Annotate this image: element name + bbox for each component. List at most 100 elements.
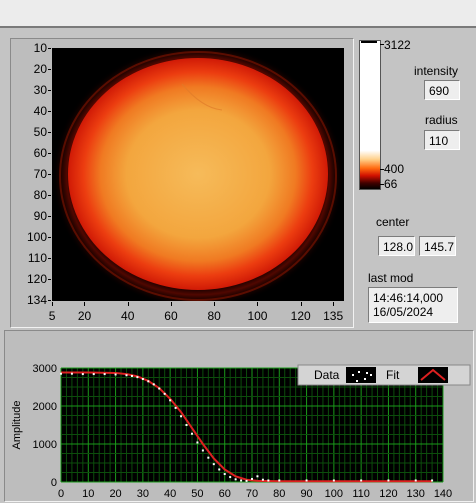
image-x-tick-label: 60 bbox=[164, 309, 178, 323]
data-point bbox=[163, 392, 166, 395]
x-tick-label: 10 bbox=[82, 488, 94, 500]
data-point bbox=[414, 479, 417, 482]
front-panel: 3122 400 66 intensity 690 radius 110 cen… bbox=[0, 28, 476, 503]
data-point bbox=[130, 374, 133, 377]
data-point bbox=[251, 477, 253, 480]
radius-indicator: 110 bbox=[424, 130, 460, 150]
data-point bbox=[125, 374, 128, 377]
last-mod-time: 14:46:14,000 bbox=[373, 291, 444, 305]
image-y-tick-label: 70 bbox=[33, 167, 47, 181]
intensity-indicator: 690 bbox=[424, 80, 460, 100]
outer-ring bbox=[59, 51, 337, 301]
colorbar-tick-mid bbox=[380, 169, 384, 170]
data-point bbox=[207, 456, 210, 459]
image-y-tick-mark bbox=[48, 174, 51, 175]
x-tick-label: 100 bbox=[325, 488, 343, 500]
image-y-tick-label: 90 bbox=[33, 209, 47, 223]
legend-label-fit: Fit bbox=[386, 368, 400, 382]
legend-swatch-point bbox=[364, 378, 366, 380]
x-tick-label: 110 bbox=[352, 488, 370, 500]
image-y-tick-mark bbox=[48, 216, 51, 217]
legend-swatch-fit bbox=[418, 367, 448, 383]
x-tick-label: 60 bbox=[219, 488, 231, 500]
window-title-bar bbox=[0, 0, 476, 26]
intensity-label: intensity bbox=[414, 64, 459, 78]
image-y-tick-mark bbox=[48, 111, 51, 112]
data-point bbox=[223, 473, 226, 476]
data-point bbox=[360, 479, 363, 482]
data-point bbox=[332, 479, 335, 482]
x-tick-label: 120 bbox=[379, 488, 397, 500]
image-y-tick-mark bbox=[48, 90, 51, 91]
legend-swatch-fit-line bbox=[420, 368, 446, 381]
data-point bbox=[60, 372, 62, 375]
colorbar-max-label: 3122 bbox=[384, 38, 411, 52]
data-point bbox=[92, 373, 95, 376]
intensity-image[interactable] bbox=[52, 48, 344, 301]
image-y-tick-mark bbox=[48, 153, 51, 154]
legend-swatch-point bbox=[356, 380, 358, 382]
image-y-tick-mark bbox=[48, 195, 51, 196]
image-x-tick-mark bbox=[170, 302, 172, 306]
image-y-tick-label: 100 bbox=[26, 230, 47, 244]
legend-swatch-point bbox=[352, 374, 354, 376]
legend-swatch-data bbox=[346, 367, 376, 383]
image-y-tick-mark bbox=[48, 258, 51, 259]
center-x-indicator: 128.0 bbox=[378, 236, 415, 256]
y-tick-label: 2000 bbox=[33, 401, 57, 413]
radius-label: radius bbox=[425, 113, 458, 127]
series-line-fit bbox=[61, 371, 433, 483]
image-y-tick-label: 80 bbox=[33, 188, 47, 202]
legend-swatch-point bbox=[358, 371, 360, 373]
x-tick-label: 30 bbox=[137, 488, 149, 500]
image-y-tick-label: 10 bbox=[33, 41, 47, 55]
image-x-tick-mark bbox=[127, 302, 129, 306]
image-y-tick-label: 110 bbox=[27, 251, 47, 265]
beam-artifact-line bbox=[181, 83, 223, 111]
image-x-tick-label: 135 bbox=[323, 309, 344, 323]
image-x-tick-label: 20 bbox=[77, 309, 92, 323]
data-point bbox=[136, 376, 139, 379]
image-x-tick-label: 5 bbox=[48, 309, 56, 323]
beam-spot bbox=[68, 58, 328, 290]
y-axis-label: Amplitude bbox=[11, 401, 23, 450]
image-y-tick-mark bbox=[48, 279, 51, 280]
image-x-tick-mark bbox=[333, 302, 334, 306]
colorbar-tick-min bbox=[380, 184, 384, 185]
image-y-tick-label: 134 bbox=[26, 293, 47, 307]
data-point bbox=[201, 449, 204, 452]
image-x-tick-label: 120 bbox=[290, 309, 311, 323]
last-mod-label: last mod bbox=[368, 271, 414, 285]
data-point bbox=[70, 372, 73, 375]
legend-swatch-point bbox=[366, 372, 368, 374]
data-point bbox=[218, 468, 221, 471]
data-point bbox=[196, 441, 199, 444]
legend-swatch-point bbox=[370, 374, 372, 376]
image-y-tick-label: 60 bbox=[33, 146, 47, 160]
image-x-tick-label: 80 bbox=[207, 309, 221, 323]
data-point bbox=[278, 479, 281, 482]
last-mod-date: 16/05/2024 bbox=[373, 305, 434, 319]
data-point bbox=[185, 424, 188, 426]
image-x-tick-mark bbox=[52, 302, 53, 306]
colorbar-min-label: 66 bbox=[384, 177, 398, 191]
data-point bbox=[158, 387, 161, 390]
y-tick-label: 0 bbox=[51, 477, 57, 489]
data-point bbox=[81, 373, 84, 376]
data-point bbox=[387, 479, 390, 482]
colorbar[interactable] bbox=[359, 40, 381, 190]
x-tick-label: 40 bbox=[164, 488, 176, 500]
image-y-tick-label: 50 bbox=[33, 125, 47, 139]
data-point bbox=[174, 406, 177, 409]
profile-chart[interactable]: 0 10 20 30 40 50 60 70 80 90 100 110 120 130 140 0 1000 2… bbox=[4, 330, 472, 500]
x-tick-label: 90 bbox=[300, 488, 312, 500]
data-point bbox=[229, 476, 232, 479]
data-point bbox=[212, 463, 215, 466]
image-y-tick-mark bbox=[48, 237, 51, 238]
data-point bbox=[261, 478, 264, 481]
image-y-tick-mark bbox=[48, 69, 51, 70]
title-bar-divider bbox=[0, 26, 476, 28]
image-y-tick-mark bbox=[48, 300, 51, 301]
data-point bbox=[114, 373, 117, 376]
data-point bbox=[180, 415, 183, 418]
